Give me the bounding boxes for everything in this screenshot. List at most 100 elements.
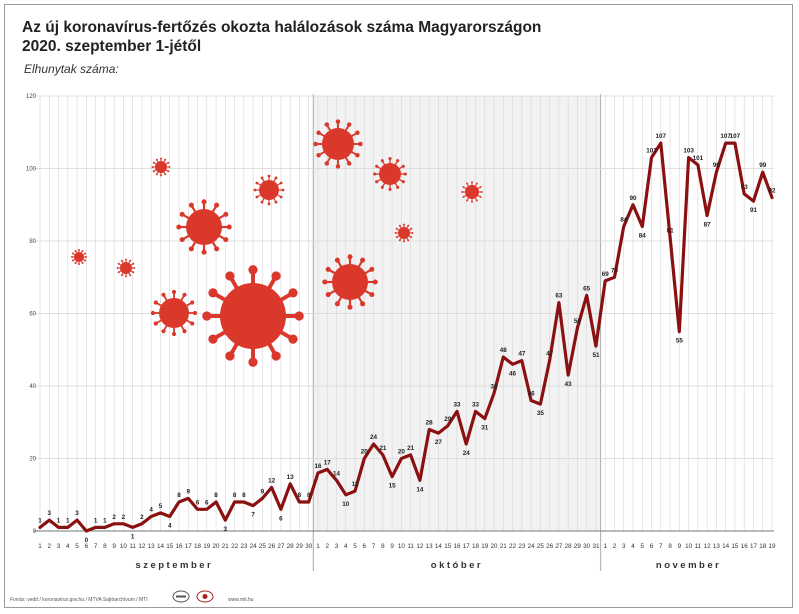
x-tick-label: 13: [713, 543, 721, 550]
x-tick-label: 4: [344, 543, 348, 550]
x-tick-label: 8: [103, 543, 107, 550]
chart-title: Az új koronavírus-fertőzés okozta halálo…: [22, 18, 541, 56]
data-label: 7: [251, 512, 255, 519]
x-tick-label: 1: [316, 543, 320, 550]
x-tick-label: 20: [213, 543, 221, 550]
x-tick-label: 29: [574, 543, 582, 550]
data-label: 8: [298, 492, 302, 499]
x-tick-label: 21: [500, 543, 508, 550]
data-label: 12: [268, 478, 276, 485]
data-label: 27: [435, 439, 443, 446]
chart-title-line-2: 2020. szeptember 1-jétől: [22, 38, 202, 55]
data-label: 2: [122, 514, 126, 521]
x-tick-label: 10: [398, 543, 406, 550]
x-tick-label: 28: [287, 543, 295, 550]
data-label: 65: [583, 285, 591, 292]
y-tick-label: 40: [29, 384, 36, 390]
x-tick-label: 2: [48, 543, 52, 550]
data-label: 69: [602, 271, 610, 278]
y-tick-label: 60: [29, 312, 36, 318]
x-tick-label: 18: [759, 543, 767, 550]
coronavirus-icon: [373, 157, 407, 191]
data-label: 28: [426, 420, 434, 427]
x-tick-label: 27: [555, 543, 563, 550]
month-label: november: [656, 560, 721, 571]
y-tick-label: 0: [33, 529, 37, 535]
x-tick-label: 14: [157, 543, 165, 550]
x-tick-label: 25: [537, 543, 545, 550]
data-label: 17: [324, 459, 332, 466]
x-tick-label: 16: [175, 543, 183, 550]
source-credit: Forrás: vedd / koronavirus.gov.hu / MTVA…: [10, 597, 148, 603]
data-label: 93: [741, 184, 749, 191]
x-tick-label: 22: [509, 543, 517, 550]
x-tick-label: 26: [268, 543, 276, 550]
y-axis-label: Elhunytak száma:: [24, 62, 119, 76]
y-tick-label: 120: [26, 94, 37, 100]
x-tick-label: 4: [66, 543, 70, 550]
x-tick-label: 6: [85, 543, 89, 550]
x-tick-label: 2: [325, 543, 329, 550]
x-tick-label: 9: [112, 543, 116, 550]
data-label: 9: [186, 488, 190, 495]
x-tick-label: 15: [166, 543, 174, 550]
coronavirus-icon: [116, 258, 136, 278]
x-tick-label: 7: [372, 543, 376, 550]
x-tick-label: 14: [435, 543, 443, 550]
data-label: 10: [342, 501, 350, 508]
x-tick-label: 6: [363, 543, 367, 550]
x-tick-label: 24: [528, 543, 536, 550]
data-label: 51: [592, 352, 600, 359]
data-label: 3: [48, 510, 52, 517]
x-tick-label: 17: [185, 543, 193, 550]
y-tick-label: 20: [29, 457, 36, 463]
data-label: 8: [307, 492, 311, 499]
x-tick-label: 3: [335, 543, 339, 550]
data-label: 29: [444, 416, 452, 423]
x-tick-label: 26: [546, 543, 554, 550]
x-tick-label: 13: [148, 543, 156, 550]
x-tick-label: 31: [592, 543, 600, 550]
data-label: 1: [38, 517, 42, 524]
data-label: 24: [370, 434, 378, 441]
data-label: 8: [177, 492, 181, 499]
x-tick-label: 3: [622, 543, 626, 550]
data-label: 47: [518, 351, 526, 358]
data-label: 6: [205, 499, 209, 506]
x-tick-label: 2: [613, 543, 617, 550]
x-tick-label: 1: [38, 543, 42, 550]
data-label: 6: [279, 515, 283, 522]
x-tick-label: 12: [138, 543, 146, 550]
x-tick-label: 20: [491, 543, 499, 550]
y-tick-label: 100: [26, 167, 37, 173]
x-tick-label: 4: [631, 543, 635, 550]
website-link[interactable]: www.mti.hu: [228, 597, 254, 603]
x-tick-label: 11: [695, 543, 702, 550]
data-label: 3: [224, 526, 228, 533]
data-label: 21: [379, 445, 387, 452]
data-label: 70: [611, 267, 619, 274]
coronavirus-icon: [151, 157, 171, 177]
data-label: 99: [759, 162, 767, 169]
month-label: október: [431, 560, 483, 571]
x-tick-label: 13: [426, 543, 434, 550]
data-label: 16: [314, 463, 322, 470]
data-label: 84: [639, 233, 647, 240]
data-label: 36: [528, 391, 536, 398]
data-label: 48: [500, 347, 508, 354]
month-label: szeptember: [135, 560, 213, 571]
data-label: 90: [630, 195, 638, 202]
x-tick-label: 11: [129, 543, 136, 550]
data-label: 47: [546, 351, 554, 358]
coronavirus-icon: [202, 265, 304, 367]
coronavirus-icon: [461, 181, 483, 203]
x-tick-label: 15: [731, 543, 739, 550]
x-tick-label: 15: [444, 543, 452, 550]
x-tick-label: 5: [353, 543, 357, 550]
data-label: 56: [574, 318, 582, 325]
x-tick-label: 8: [381, 543, 385, 550]
chart-title-line-1: Az új koronavírus-fertőzés okozta halálo…: [22, 19, 542, 36]
coronavirus-icon: [71, 249, 87, 265]
x-tick-label: 8: [668, 543, 672, 550]
